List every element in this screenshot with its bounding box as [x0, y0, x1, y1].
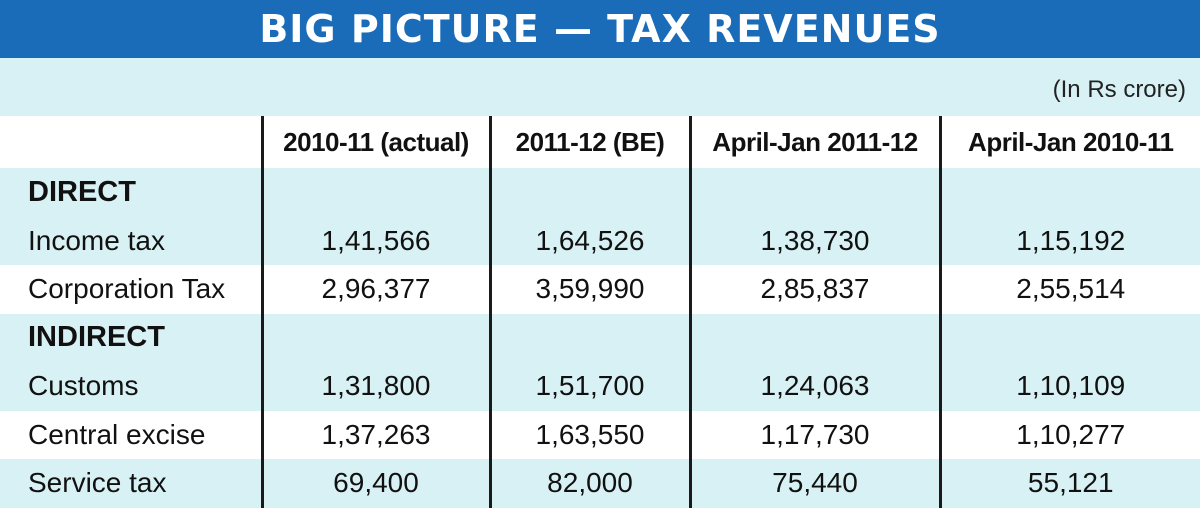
table-row: Corporation Tax 2,96,377 3,59,990 2,85,8…	[0, 265, 1200, 314]
row-label: Central excise	[0, 410, 262, 459]
column-header: April-Jan 2010-11	[938, 116, 1200, 168]
header-label-cell	[0, 116, 262, 168]
table-row: Income tax 1,41,566 1,64,526 1,38,730 1,…	[0, 216, 1200, 265]
cell-value: 2,85,837	[688, 265, 940, 314]
section-heading: DIRECT	[0, 168, 262, 217]
column-header: 2011-12 (BE)	[488, 116, 690, 168]
cell-value: 1,41,566	[260, 216, 490, 265]
cell-value: 82,000	[488, 459, 690, 508]
cell-value: 75,440	[688, 459, 940, 508]
section-heading: INDIRECT	[0, 313, 262, 362]
section-row-indirect: INDIRECT	[0, 313, 1200, 362]
row-label: Income tax	[0, 216, 262, 265]
row-label: Corporation Tax	[0, 265, 262, 314]
table-row: Customs 1,31,800 1,51,700 1,24,063 1,10,…	[0, 362, 1200, 411]
table-row: Central excise 1,37,263 1,63,550 1,17,73…	[0, 410, 1200, 459]
cell-value: 2,55,514	[938, 265, 1200, 314]
cell-value: 1,31,800	[260, 362, 490, 411]
cell-value: 1,64,526	[488, 216, 690, 265]
column-header: 2010-11 (actual)	[260, 116, 490, 168]
cell-value: 1,63,550	[488, 410, 690, 459]
cell-value: 2,96,377	[260, 265, 490, 314]
cell-value: 1,38,730	[688, 216, 940, 265]
cell-value: 1,10,109	[938, 362, 1200, 411]
cell-value: 1,10,277	[938, 410, 1200, 459]
row-label: Customs	[0, 362, 262, 411]
table-row: Service tax 69,400 82,000 75,440 55,121	[0, 459, 1200, 508]
row-label: Service tax	[0, 459, 262, 508]
units-row: (In Rs crore)	[0, 58, 1200, 116]
column-header: April-Jan 2011-12	[688, 116, 940, 168]
cell-value: 69,400	[260, 459, 490, 508]
cell-value: 3,59,990	[488, 265, 690, 314]
cell-value: 1,37,263	[260, 410, 490, 459]
header-row: 2010-11 (actual) 2011-12 (BE) April-Jan …	[0, 116, 1200, 168]
units-note: (In Rs crore)	[1052, 76, 1186, 103]
section-row-direct: DIRECT	[0, 168, 1200, 217]
table-title: BIG PICTURE — TAX REVENUES	[0, 0, 1200, 58]
cell-value: 1,24,063	[688, 362, 940, 411]
cell-value: 1,15,192	[938, 216, 1200, 265]
cell-value: 55,121	[938, 459, 1200, 508]
cell-value: 1,51,700	[488, 362, 690, 411]
cell-value: 1,17,730	[688, 410, 940, 459]
tax-revenue-table: 2010-11 (actual) 2011-12 (BE) April-Jan …	[0, 116, 1200, 508]
